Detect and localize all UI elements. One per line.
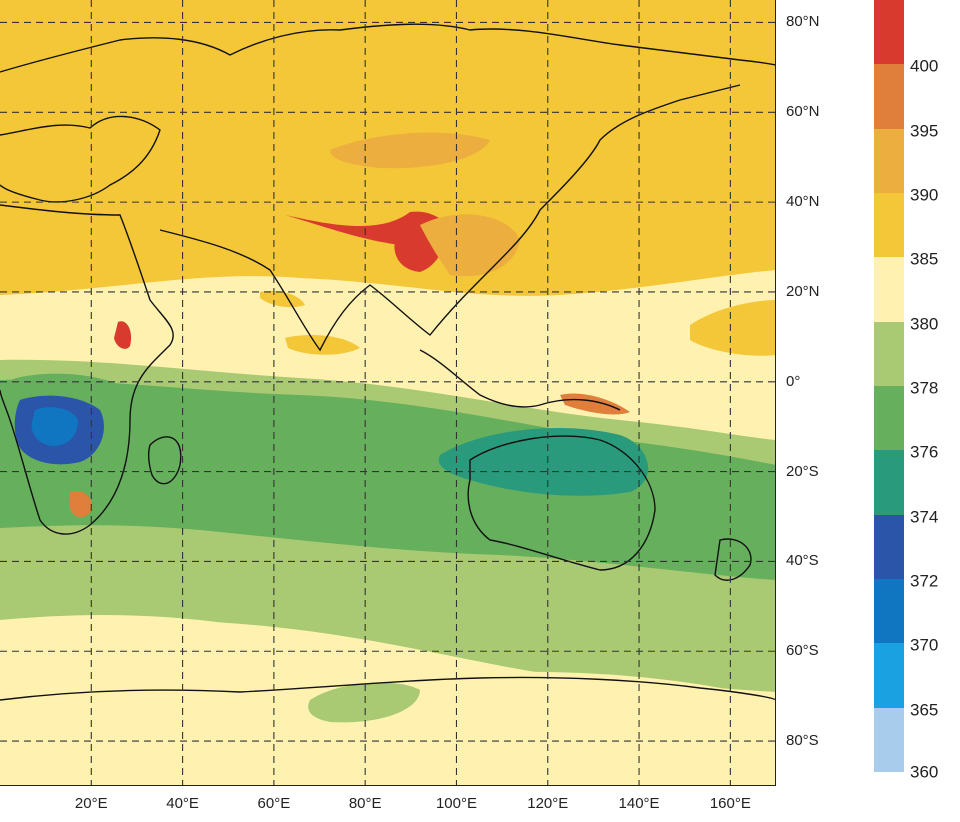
colorbar-tick-label: 372 (910, 571, 939, 591)
colorbar-segment (874, 386, 904, 451)
coastlines (0, 23, 775, 701)
asia-coast (159, 84, 741, 352)
colorbar-tick-label: 378 (910, 378, 939, 398)
maritime-continent (419, 349, 621, 411)
colorbar-segment (874, 64, 904, 130)
colorbar-tick-label: 380 (910, 314, 939, 334)
lat-label: 60°N (786, 103, 820, 121)
colorbar-segment (874, 579, 904, 644)
arctic-coast (0, 23, 775, 73)
colorbar-tick-label: 370 (910, 635, 939, 655)
lat-label: 0° (786, 372, 801, 390)
pacific-blob (690, 300, 775, 356)
india-blob (260, 290, 305, 308)
china-390 (420, 214, 520, 277)
lat-label: 40°S (786, 552, 819, 570)
australia-coast (467, 435, 656, 571)
lon-label: 20°E (74, 795, 108, 812)
lon-label: 80°E (348, 795, 382, 812)
colorbar-tick-label: 385 (910, 249, 939, 269)
lat-label: 20°N (786, 282, 820, 300)
colorbar-tick-label: 376 (910, 442, 939, 462)
colorbar-segment (874, 707, 904, 773)
colorbar-tick-label: 395 (910, 121, 939, 141)
graticule (0, 0, 775, 785)
colorbar-segment (874, 450, 904, 516)
colorbar-segment (874, 514, 904, 580)
southern-africa-hotspot (70, 490, 93, 518)
europe-coast (0, 115, 161, 203)
antarctic-blob (308, 682, 420, 723)
colorbar-segment (874, 128, 904, 194)
band-376-378 (0, 379, 775, 580)
lat-label: 80°S (786, 732, 819, 750)
colorbar-tick-label: 365 (910, 700, 939, 720)
africa-coast (0, 204, 174, 535)
antarctica-coast (0, 676, 775, 701)
colorbar-segment (874, 0, 904, 65)
colorbar-bottom-label: 360 (910, 762, 939, 782)
lat-label: 60°S (786, 642, 819, 660)
lon-label: 100°E (435, 795, 477, 812)
colorbar-segment (874, 193, 904, 258)
lon-label: 160°E (709, 795, 751, 812)
co2-map (0, 0, 776, 786)
colorbar-segment (874, 643, 904, 709)
new-guinea-395 (560, 393, 630, 415)
colorbar-tick-label: 400 (910, 56, 939, 76)
mongolia-390 (330, 132, 490, 169)
lat-label: 80°N (786, 13, 820, 31)
lon-label: 140°E (618, 795, 660, 812)
colorbar-segment (874, 321, 904, 387)
map-canvas (0, 0, 775, 785)
new-zealand (714, 538, 752, 581)
colorbar-segment (874, 257, 904, 323)
africa-370 (31, 407, 78, 446)
lon-label: 40°E (166, 795, 199, 812)
madagascar (147, 436, 182, 485)
lon-label: 120°E (527, 795, 569, 812)
colorbar (874, 0, 904, 773)
lat-label: 20°S (786, 462, 819, 480)
hotspot-ethiopia (114, 321, 132, 349)
band-374-376 (438, 427, 649, 496)
lon-label: 60°E (257, 795, 291, 812)
colorbar-tick-label: 390 (910, 185, 939, 205)
colorbar-tick-label: 374 (910, 507, 939, 527)
lat-label: 40°N (786, 193, 820, 211)
